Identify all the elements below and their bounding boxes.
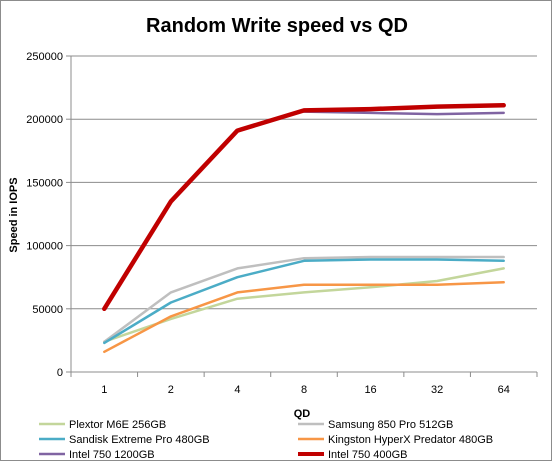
legend-label: Samsung 850 Pro 512GB	[328, 419, 453, 431]
y-tick-label: 50000	[32, 304, 63, 316]
legend-label: Sandisk Extreme Pro 480GB	[69, 434, 210, 446]
series-line-plextor-m6e-256gb	[103, 267, 505, 343]
legend-item-samsung-850-pro-512gb: Samsung 850 Pro 512GB	[298, 419, 453, 431]
legend-item-kingston-hyperx-predator-480gb: Kingston HyperX Predator 480GB	[298, 434, 493, 446]
legend-label: Kingston HyperX Predator 480GB	[328, 434, 493, 446]
x-tick-label: 8	[301, 384, 307, 396]
x-tick-label: 16	[364, 384, 376, 396]
x-tick-labels: 1 2 4 8 16 32 64	[101, 384, 510, 396]
legend-label: Plextor M6E 256GB	[69, 419, 166, 431]
axes	[70, 56, 538, 377]
series-line-kingston-hyperx-predator-480gb	[103, 281, 505, 354]
series-line-sandisk-extreme-pro-480gb	[103, 258, 505, 345]
legend-item-plextor-m6e-256gb: Plextor M6E 256GB	[39, 419, 166, 431]
x-tick-label: 4	[234, 384, 240, 396]
series-lines	[102, 103, 506, 354]
y-tick-label: 200000	[26, 114, 63, 126]
legend-item-sandisk-extreme-pro-480gb: Sandisk Extreme Pro 480GB	[39, 434, 210, 446]
legend-label: Intel 750 400GB	[328, 449, 408, 461]
x-tick-label: 64	[498, 384, 510, 396]
y-tick-label: 100000	[26, 241, 63, 253]
x-tick-label: 2	[168, 384, 174, 396]
series-line-intel-750-1200gb	[302, 110, 505, 116]
legend-item-intel-750-1200gb: Intel 750 1200GB	[39, 449, 155, 461]
x-tick-label: 1	[101, 384, 107, 396]
y-tick-labels: 0 50000 100000 150000 200000 250000	[26, 51, 63, 379]
y-tick-label: 150000	[26, 177, 63, 189]
series-line-samsung-850-pro-512gb	[103, 255, 505, 343]
y-axis-label: Speed in IOPS	[8, 177, 20, 252]
chart-title: Random Write speed vs QD	[146, 15, 408, 37]
legend-item-intel-750-400gb: Intel 750 400GB	[298, 449, 408, 461]
legend: Plextor M6E 256GB Samsung 850 Pro 512GB Sa…	[39, 419, 493, 461]
x-tick-label: 32	[431, 384, 443, 396]
series-line-intel-750-400gb	[102, 103, 506, 312]
x-axis-label: QD	[294, 408, 311, 420]
y-tick-label: 250000	[26, 51, 63, 63]
y-tick-label: 0	[57, 367, 63, 379]
legend-label: Intel 750 1200GB	[69, 449, 155, 461]
